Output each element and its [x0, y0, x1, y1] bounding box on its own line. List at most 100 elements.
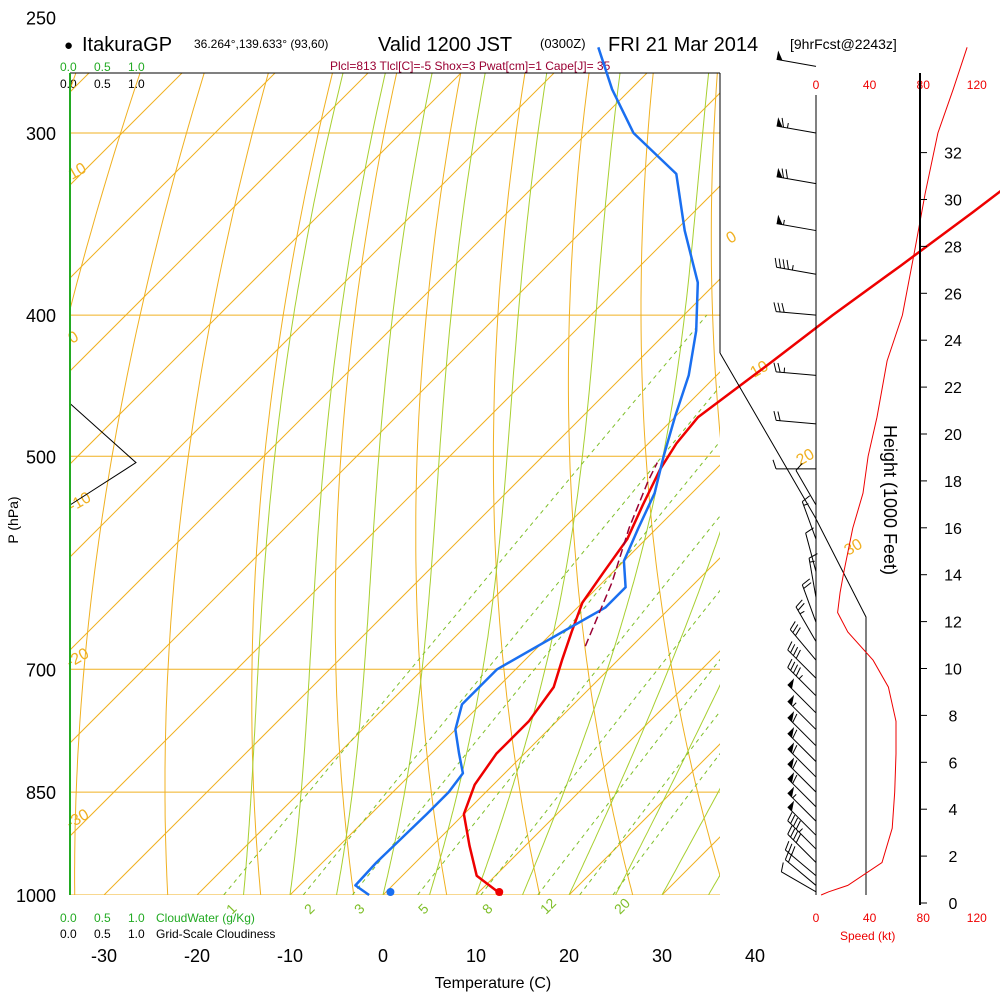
cloudiness-profile [69, 403, 137, 506]
temperature-tick-label: 40 [745, 946, 765, 966]
temperature-axis-title: Temperature (C) [435, 975, 551, 992]
speed-tick-top: 40 [863, 78, 877, 92]
dry-adiabat [74, 73, 205, 895]
moist-adiabat [382, 73, 486, 895]
isotherm-line [70, 73, 276, 279]
temperature-tick-label: 10 [466, 946, 486, 966]
temperature-tick-label: -10 [277, 946, 303, 966]
isotherm-line [382, 557, 720, 895]
wind-barb-flag [777, 362, 781, 373]
forecast-label: [9hrFcst@2243z] [790, 36, 897, 52]
wind-barb-flag [786, 259, 789, 270]
surface-dewpoint-marker [386, 888, 395, 896]
isotherm-line [568, 743, 720, 895]
wind-barb-half-flag [798, 828, 803, 833]
height-tick-label: 28 [944, 239, 962, 256]
temperature-tick-label: 20 [559, 946, 579, 966]
valid-date: FRI 21 Mar 2014 [608, 34, 758, 56]
pressure-tick-label: 850 [26, 783, 56, 803]
isotherm-label: 0 [724, 228, 740, 247]
mixing-ratio-label: 3 [351, 900, 368, 917]
wind-barb-staff [787, 792, 817, 822]
pressure-tick-label: 700 [26, 660, 56, 680]
dry-adiabat [164, 73, 269, 895]
wind-barb-staff [787, 649, 817, 679]
wind-barb [787, 800, 817, 836]
speed-axis-title: Speed (kt) [840, 929, 895, 943]
moist-adiabat [336, 73, 433, 895]
speed-tick-top: 80 [917, 78, 931, 92]
height-tick-label: 0 [949, 896, 958, 913]
wind-barb [774, 257, 817, 275]
wind-barb-staff [787, 806, 817, 836]
speed-tick-bottom: 80 [917, 911, 931, 925]
wind-barb-flag [792, 664, 799, 674]
speed-tick-bottom: 120 [967, 911, 987, 925]
wind-barb-pennant [787, 711, 795, 722]
wind-barb-flag [797, 602, 805, 611]
wind-barb-flag [773, 411, 777, 421]
height-axis-title: Height (1000 Feet) [880, 425, 900, 575]
wind-barb [787, 711, 817, 747]
moist-adiabat [615, 684, 720, 895]
speed-tick-bottom: 40 [863, 911, 877, 925]
dry-adiabat [567, 73, 634, 895]
dry-adiabat [251, 73, 333, 895]
isotherm-line [70, 185, 720, 837]
isotherm-line [70, 73, 369, 372]
wind-barb-flag [795, 834, 801, 843]
wind-barb-flag [772, 459, 777, 469]
cloudwater-tick-bottom: 1.0 [128, 911, 145, 925]
wind-barb [784, 850, 817, 886]
background-grid [70, 0, 1000, 895]
wind-barb-flag [795, 667, 801, 677]
utc-time: (0300Z) [540, 36, 586, 51]
isotherm-label: 20 [794, 446, 818, 470]
wind-barb-staff [808, 558, 817, 598]
temperature-axis: -30 -20 -10 0 10 20 30 40 [91, 946, 765, 966]
isotherm-label: 0 [66, 328, 82, 347]
moist-adiabat [243, 73, 344, 895]
wind-barb-flag [787, 825, 793, 835]
height-tick-label: 18 [944, 474, 962, 491]
wind-barb [801, 578, 817, 623]
wind-barb-flag [782, 259, 785, 269]
wind-barb-flag [784, 850, 790, 860]
wind-barb-half-flag [803, 503, 809, 506]
temperature-tick-label: 30 [652, 946, 672, 966]
wind-barb [787, 641, 817, 679]
wind-barb [776, 50, 817, 67]
wind-panel [719, 47, 968, 896]
mixing-ratio-line [579, 710, 720, 895]
isotherm-label: -20 [64, 645, 93, 671]
isotherm-line [848, 0, 1000, 895]
dry-adiabat [972, 0, 1000, 895]
pressure-tick-label: 250 [26, 9, 56, 29]
mixing-ratio-line [223, 314, 708, 895]
wind-barb-pennant [787, 786, 795, 798]
wind-barb-flag [780, 862, 784, 872]
wind-barb-pennant [787, 800, 795, 812]
station-coords: 36.264°,139.633° (93,60) [194, 37, 328, 51]
height-tick-label: 12 [944, 615, 962, 632]
wind-barb-staff [776, 266, 817, 275]
height-tick-label: 2 [949, 849, 958, 866]
isotherm-line [196, 371, 720, 895]
wind-barb [776, 214, 817, 232]
wind-barb-pennant [776, 167, 783, 178]
wind-barb-flag [795, 649, 801, 659]
cloud-scale-top: 0.0 0.5 1.0 0.0 0.5 1.0 [60, 60, 145, 91]
wind-barb-staff [776, 371, 817, 376]
moist-adiabat [289, 73, 386, 895]
wind-barb-flag [795, 599, 803, 608]
wind-barb-staff [787, 667, 817, 697]
wind-barb-flag [790, 644, 796, 654]
mixing-ratio-labels: 1 2 3 5 8 12 20 [223, 895, 633, 917]
cloudiness-tick-bottom: 0.0 [60, 927, 77, 941]
isotherm-line [70, 73, 648, 651]
wind-barb-half-flag [783, 219, 785, 225]
dry-adiabat [710, 73, 720, 439]
wind-barb-staff [776, 311, 817, 316]
